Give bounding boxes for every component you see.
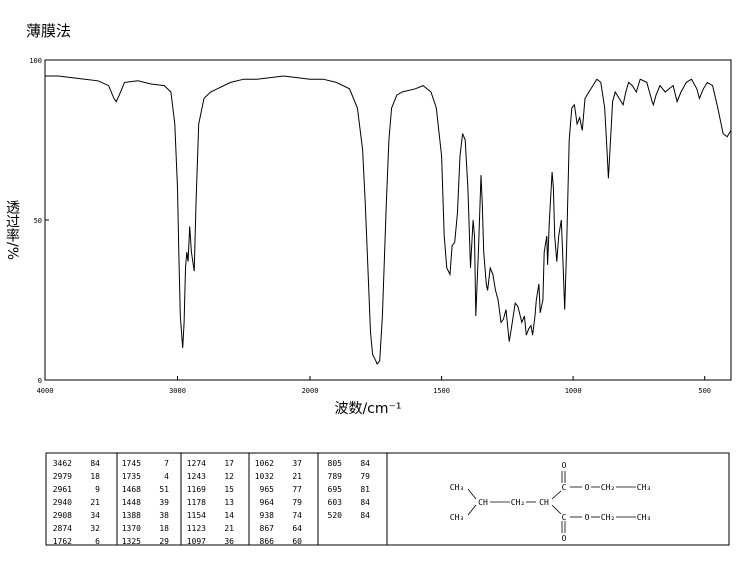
structure-label: C (562, 483, 567, 492)
structure-label: CH (539, 498, 549, 507)
y-tick-label: 0 (38, 377, 42, 385)
peak-transmittance: 37 (292, 459, 302, 468)
peak-wavenumber: 2979 (53, 472, 72, 481)
peak-transmittance: 6 (95, 537, 100, 546)
peak-transmittance: 29 (159, 537, 169, 546)
peak-wavenumber: 1735 (122, 472, 141, 481)
structure-label: CH₃ (637, 483, 651, 492)
peak-transmittance: 79 (292, 498, 302, 507)
peak-wavenumber: 1274 (187, 459, 206, 468)
peak-transmittance: 51 (159, 485, 169, 494)
x-tick-label: 1500 (433, 387, 450, 395)
structure-bonds (467, 471, 636, 533)
peak-wavenumber: 2940 (53, 498, 72, 507)
peak-wavenumber: 1325 (122, 537, 141, 546)
table-dividers (116, 453, 388, 545)
y-axis-label: 透过率/% (4, 200, 20, 260)
peak-transmittance: 84 (360, 459, 370, 468)
peak-transmittance: 21 (292, 472, 302, 481)
y-tick-label: 50 (34, 217, 42, 225)
peak-transmittance: 39 (159, 498, 169, 507)
peak-wavenumber: 1762 (53, 537, 72, 546)
structure-label: CH₃ (450, 483, 464, 492)
peak-wavenumber: 1097 (187, 537, 206, 546)
peak-wavenumber: 1123 (187, 524, 206, 533)
structure-label: CH₃ (450, 513, 464, 522)
peak-transmittance: 36 (224, 537, 234, 546)
peak-wavenumber: 1243 (187, 472, 206, 481)
peak-transmittance: 34 (90, 511, 100, 520)
peak-transmittance: 32 (90, 524, 100, 533)
peak-transmittance: 74 (292, 511, 302, 520)
peak-transmittance: 77 (292, 485, 302, 494)
peak-wavenumber: 1468 (122, 485, 141, 494)
structure-label: CH (478, 498, 488, 507)
peak-wavenumber: 520 (328, 511, 343, 520)
peak-wavenumber: 965 (260, 485, 275, 494)
x-axis-label: 波数/cm⁻¹ (334, 401, 401, 417)
peak-transmittance: 18 (90, 472, 100, 481)
peak-wavenumber: 1370 (122, 524, 141, 533)
peak-wavenumber: 938 (260, 511, 275, 520)
peak-transmittance: 84 (360, 498, 370, 507)
peak-wavenumber: 1032 (255, 472, 274, 481)
peak-wavenumber: 1062 (255, 459, 274, 468)
peak-transmittance: 18 (159, 524, 169, 533)
peak-transmittance: 38 (159, 511, 169, 520)
peak-wavenumber: 2874 (53, 524, 72, 533)
peak-transmittance: 17 (224, 459, 234, 468)
structure-label: O (562, 534, 567, 543)
peak-transmittance: 64 (292, 524, 302, 533)
peak-transmittance: 9 (95, 485, 100, 494)
peak-wavenumber: 1448 (122, 498, 141, 507)
structure-label: C (562, 513, 567, 522)
peak-transmittance: 81 (360, 485, 370, 494)
peak-transmittance: 4 (164, 472, 169, 481)
peak-wavenumber: 866 (260, 537, 275, 546)
peak-transmittance: 60 (292, 537, 302, 546)
peak-wavenumber: 867 (260, 524, 275, 533)
structure-label: CH₂ (601, 513, 615, 522)
peak-wavenumber: 2908 (53, 511, 72, 520)
peak-transmittance: 13 (224, 498, 234, 507)
structure-label: O (585, 513, 590, 522)
peak-transmittance: 7 (164, 459, 169, 468)
plot-frame (44, 59, 732, 381)
peak-transmittance: 21 (90, 498, 100, 507)
peak-wavenumber: 695 (328, 485, 343, 494)
peak-transmittance: 15 (224, 485, 234, 494)
structure-label: CH₂ (601, 483, 615, 492)
peak-wavenumber: 964 (260, 498, 275, 507)
peak-wavenumber: 1388 (122, 511, 141, 520)
x-tick-label: 1000 (565, 387, 582, 395)
x-tick-label: 2000 (302, 387, 319, 395)
spectrum-line (45, 75, 732, 365)
peak-wavenumber: 1178 (187, 498, 206, 507)
peak-transmittance: 21 (224, 524, 234, 533)
chart-title: 薄膜法 (26, 22, 71, 40)
peak-wavenumber: 603 (328, 498, 343, 507)
peak-wavenumber: 805 (328, 459, 343, 468)
peak-transmittance: 79 (360, 472, 370, 481)
structure-label: O (585, 483, 590, 492)
y-tick-label: 100 (29, 57, 42, 65)
peak-transmittance: 84 (90, 459, 100, 468)
peak-transmittance: 12 (224, 472, 234, 481)
peak-wavenumber: 1154 (187, 511, 206, 520)
peak-wavenumber: 2961 (53, 485, 72, 494)
x-tick-label: 3000 (169, 387, 186, 395)
x-tick-label: 500 (698, 387, 711, 395)
structure-label: CH₂ (511, 498, 525, 507)
structure-label: CH₃ (637, 513, 651, 522)
peak-wavenumber: 789 (328, 472, 343, 481)
x-tick-label: 4000 (37, 387, 54, 395)
peak-wavenumber: 1169 (187, 485, 206, 494)
peak-transmittance: 14 (224, 511, 234, 520)
peak-wavenumber: 3462 (53, 459, 72, 468)
peak-transmittance: 84 (360, 511, 370, 520)
structure-label: O (562, 461, 567, 470)
peak-wavenumber: 1745 (122, 459, 141, 468)
